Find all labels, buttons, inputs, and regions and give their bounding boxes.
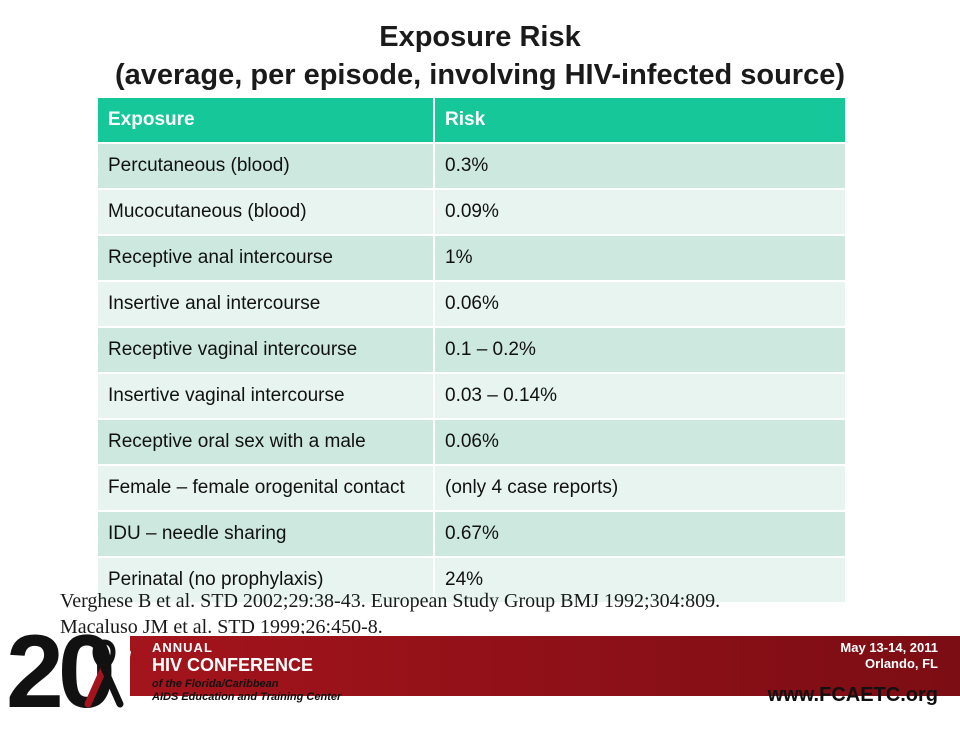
slide-title-line2: (average, per episode, involving HIV-inf… — [114, 59, 846, 91]
conference-date: May 13-14, 2011 — [840, 640, 938, 655]
conference-location: Orlando, FL — [865, 656, 938, 671]
conference-date-location: May 13-14, 2011 Orlando, FL — [840, 640, 938, 672]
conference-name: HIV CONFERENCE — [152, 655, 314, 675]
exposure-cell: Perinatal (no prophylaxis) — [96, 556, 435, 604]
slide-title-line1: Exposure Risk — [379, 21, 581, 53]
table-row: Female – female orogenital contact (only… — [96, 464, 847, 512]
table-row: Perinatal (no prophylaxis) 24% — [96, 556, 847, 604]
footer-white-band — [130, 696, 960, 720]
risk-cell: 0.67% — [433, 510, 847, 558]
table-row: Insertive vaginal intercourse 0.03 – 0.1… — [96, 372, 847, 420]
risk-cell: 0.1 – 0.2% — [433, 326, 847, 374]
citation: Verghese B et al. STD 2002;29:38-43. Eur… — [60, 588, 920, 640]
risk-cell: 0.06% — [433, 418, 847, 466]
exposure-cell: Receptive anal intercourse — [96, 234, 435, 282]
table-row: IDU – needle sharing 0.67% — [96, 510, 847, 558]
risk-cell: 0.06% — [433, 280, 847, 328]
awareness-ribbon-icon — [84, 639, 124, 708]
table-row: Insertive anal intercourse 0.06% — [96, 280, 847, 328]
anniversary-number: 20 — [6, 614, 116, 730]
risk-cell: 24% — [433, 556, 847, 604]
exposure-cell: Percutaneous (blood) — [96, 142, 435, 190]
organizer-line2: AIDS Education and Training Center — [152, 691, 342, 703]
organizer-line1: of the Florida/Caribbean — [152, 678, 279, 690]
exposure-risk-table: Exposure Risk Percutaneous (blood) 0.3% … — [96, 96, 847, 604]
risk-cell: (only 4 case reports) — [433, 464, 847, 512]
table-row: Receptive anal intercourse 1% — [96, 234, 847, 282]
website-link[interactable]: www.FCAETC.org — [767, 684, 938, 706]
conference-organizer: of the Florida/Caribbean AIDS Education … — [152, 678, 341, 704]
column-header-risk: Risk — [433, 96, 847, 144]
risk-cell: 0.03 – 0.14% — [433, 372, 847, 420]
risk-cell: 0.3% — [433, 142, 847, 190]
risk-cell: 1% — [433, 234, 847, 282]
citation-line2: Macaluso JM et al. STD 1999;26:450-8. — [60, 616, 383, 638]
column-header-exposure: Exposure — [96, 96, 435, 144]
table-header-row: Exposure Risk — [96, 96, 847, 144]
exposure-cell: Mucocutaneous (blood) — [96, 188, 435, 236]
table-row: Receptive vaginal intercourse 0.1 – 0.2% — [96, 326, 847, 374]
exposure-cell: Receptive oral sex with a male — [96, 418, 435, 466]
exposure-cell: Female – female orogenital contact — [96, 464, 435, 512]
conference-annual: ANNUAL — [152, 640, 213, 655]
footer-red-band — [130, 636, 960, 696]
risk-cell: 0.09% — [433, 188, 847, 236]
exposure-cell: Insertive vaginal intercourse — [96, 372, 435, 420]
ordinal-suffix: th — [120, 646, 132, 660]
table-row: Percutaneous (blood) 0.3% — [96, 142, 847, 190]
exposure-cell: Insertive anal intercourse — [96, 280, 435, 328]
exposure-cell: IDU – needle sharing — [96, 510, 435, 558]
table-row: Mucocutaneous (blood) 0.09% — [96, 188, 847, 236]
citation-line1: Verghese B et al. STD 2002;29:38-43. Eur… — [60, 590, 721, 612]
slide-title: Exposure Risk (average, per episode, inv… — [0, 18, 960, 94]
exposure-cell: Receptive vaginal intercourse — [96, 326, 435, 374]
table-row: Receptive oral sex with a male 0.06% — [96, 418, 847, 466]
